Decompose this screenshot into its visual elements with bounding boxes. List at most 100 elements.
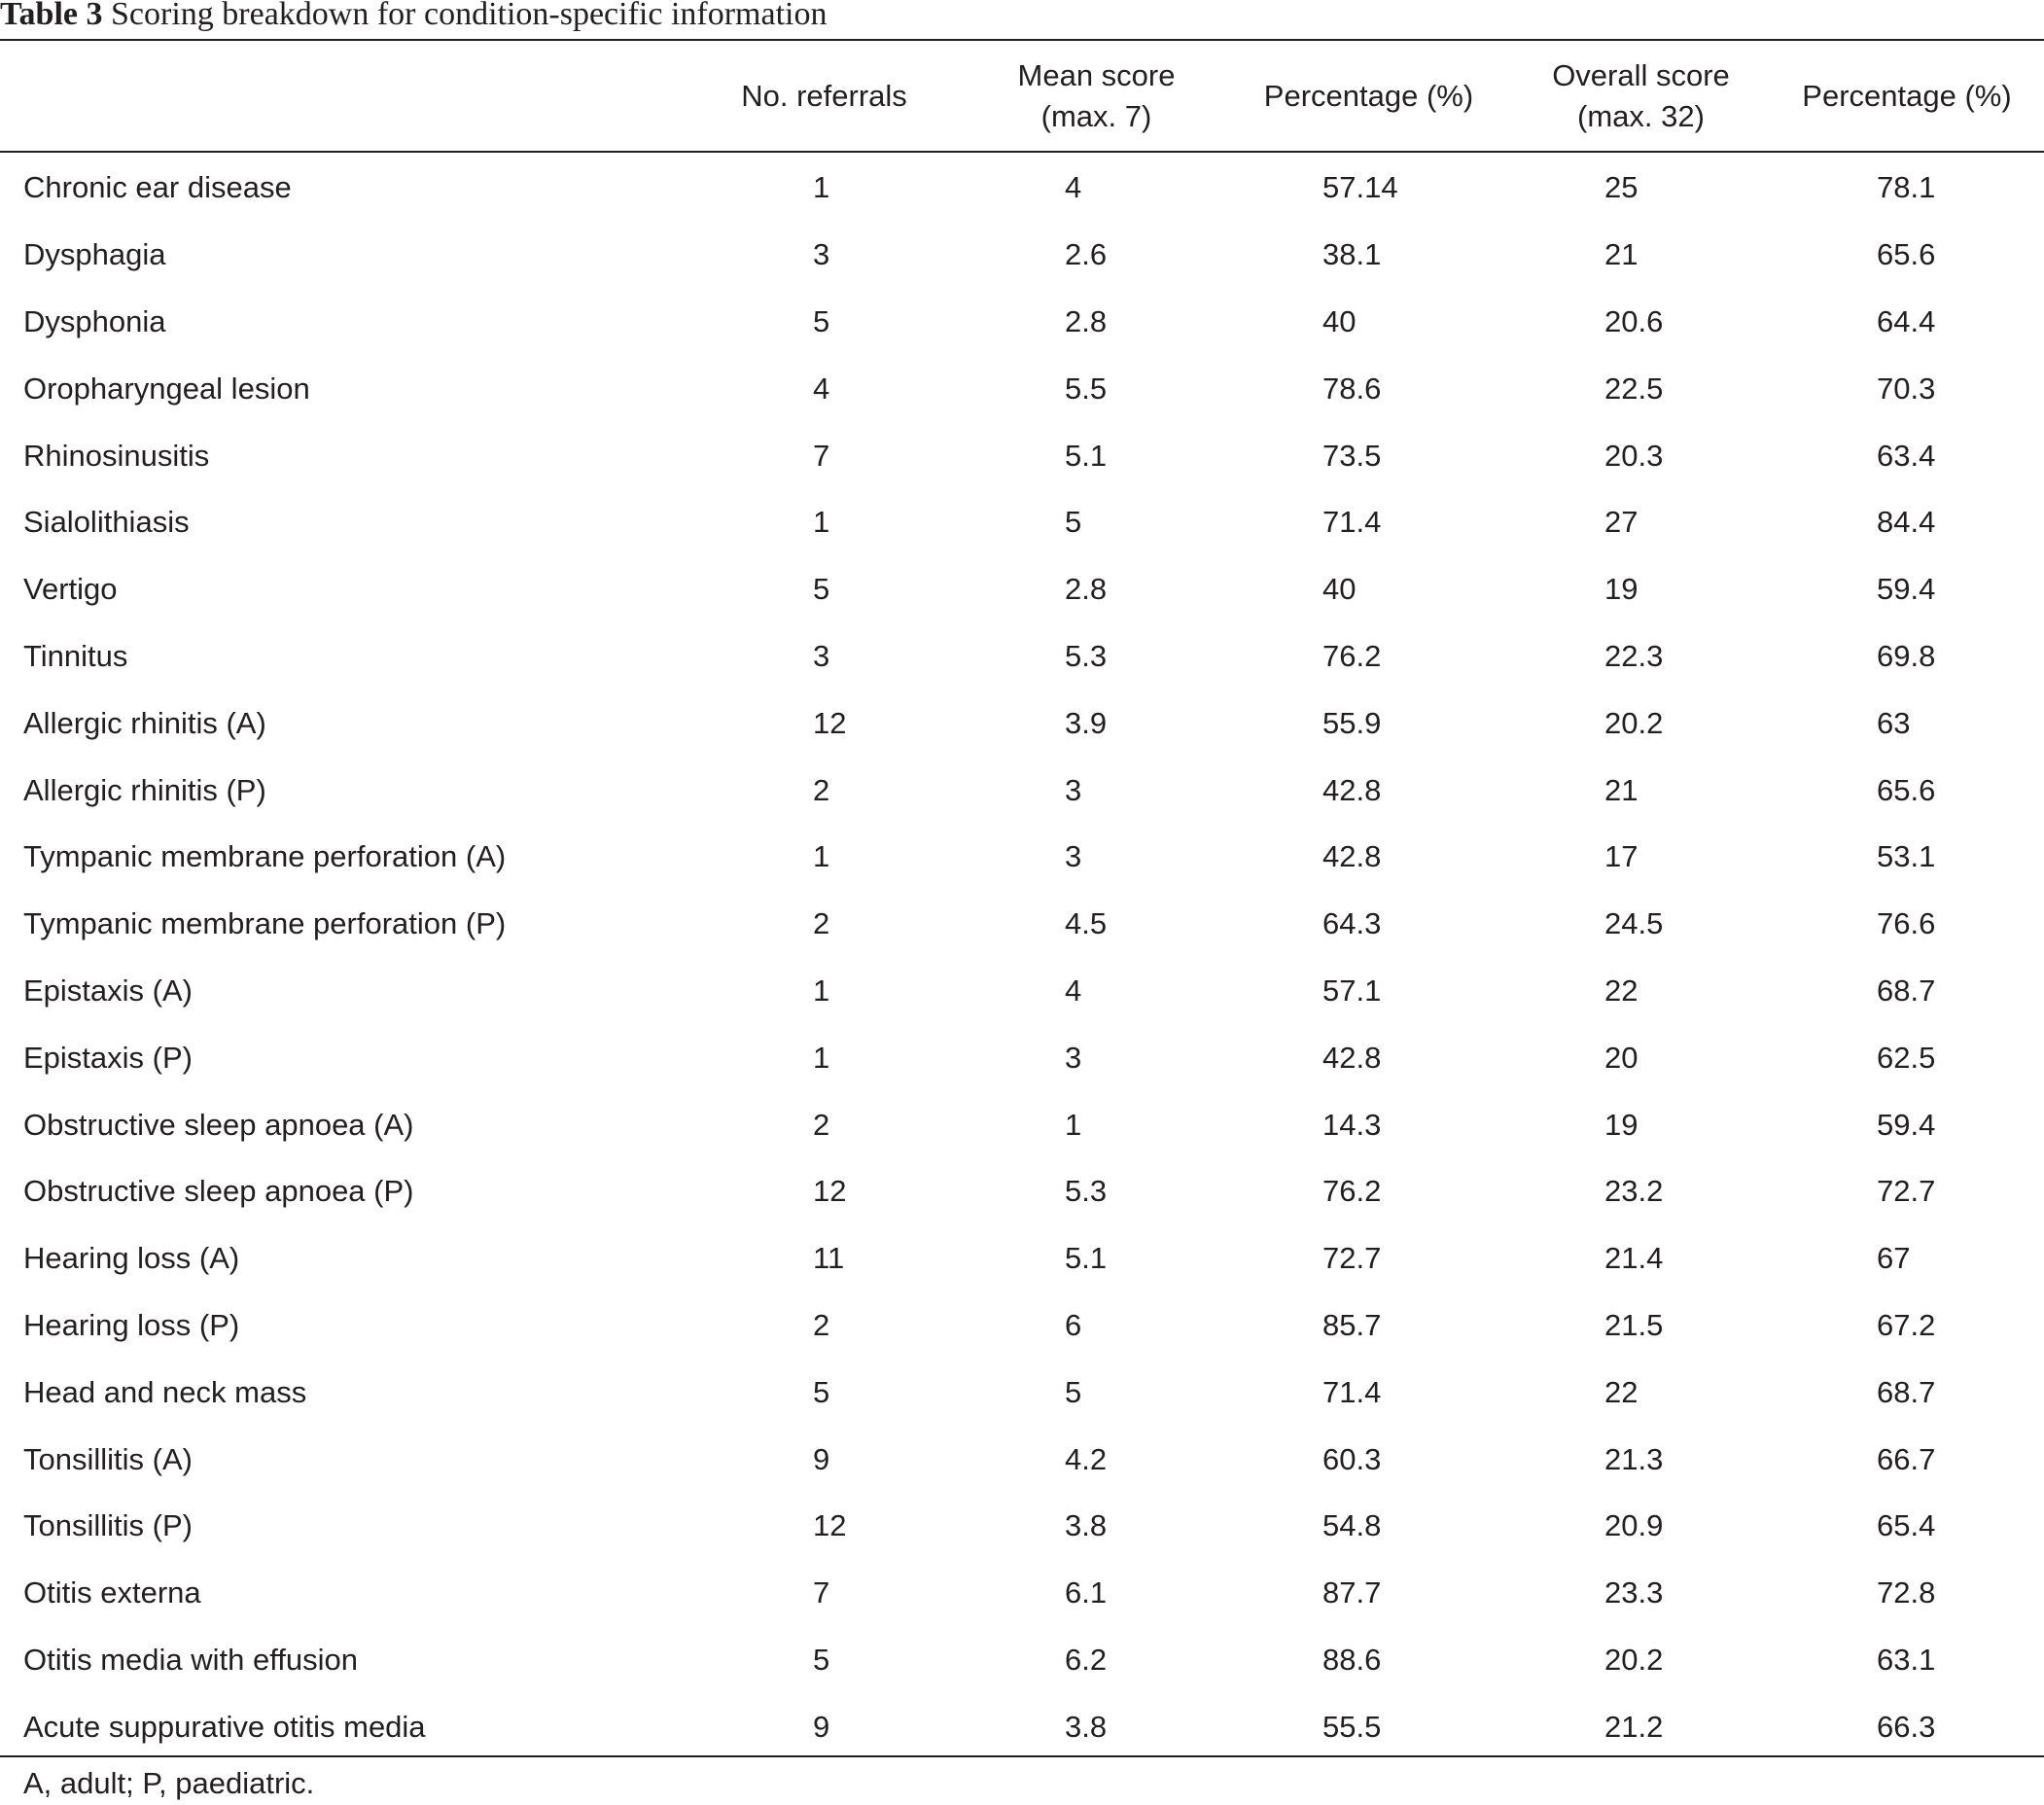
cell-overall-score: 20.2	[1604, 705, 1664, 740]
cell-condition: Obstructive sleep apnoea (A)	[23, 1107, 414, 1142]
cell-overall-score: 27	[1604, 505, 1639, 540]
cell-no-referrals: 12	[813, 1508, 847, 1543]
table-row: Tinnitus 3 5.3 76.2 22.3 69.8	[0, 623, 2044, 690]
cell-overall-score: 21.4	[1604, 1241, 1664, 1276]
table-row: Obstructive sleep apnoea (A) 2 1 14.3 19 59.4	[0, 1091, 2044, 1158]
cell-mean-score: 5.3	[1065, 638, 1108, 673]
cell-overall-score: 20.3	[1604, 438, 1664, 473]
cell-percentage-overall: 65.6	[1877, 772, 1936, 807]
cell-mean-score: 2.8	[1065, 303, 1108, 338]
cell-percentage-overall: 68.7	[1877, 973, 1936, 1008]
cell-overall-score: 23.2	[1604, 1174, 1664, 1209]
cell-percentage-mean: 87.7	[1322, 1575, 1382, 1610]
table-row: Obstructive sleep apnoea (P) 12 5.3 76.2 23.…	[0, 1158, 2044, 1225]
cell-percentage-mean: 85.7	[1322, 1307, 1382, 1342]
cell-condition: Epistaxis (A)	[23, 973, 193, 1008]
cell-overall-score: 21.5	[1604, 1307, 1664, 1342]
cell-condition: Tympanic membrane perforation (A)	[23, 839, 507, 874]
cell-mean-score: 2.6	[1065, 237, 1108, 272]
cell-no-referrals: 4	[813, 371, 830, 406]
table-row: Oropharyngeal lesion 4 5.5 78.6 22.5 70.3	[0, 355, 2044, 422]
table-header-rule	[0, 151, 2044, 153]
cell-mean-score: 4	[1065, 170, 1082, 205]
header-no-referrals-text: No. referrals	[741, 78, 907, 113]
table-row: Tonsillitis (P) 12 3.8 54.8 20.9 65.4	[0, 1493, 2044, 1560]
cell-overall-score: 24.5	[1604, 906, 1664, 941]
cell-percentage-overall: 67.2	[1877, 1307, 1936, 1342]
cell-condition: Oropharyngeal lesion	[23, 371, 310, 406]
cell-no-referrals: 1	[813, 839, 830, 874]
header-mean-score-line2: (max. 7)	[1040, 98, 1152, 133]
table-row: Otitis externa 7 6.1 87.7 23.3 72.8	[0, 1560, 2044, 1627]
table-row: Acute suppurative otitis media 9 3.8 55.5 21…	[0, 1693, 2044, 1760]
header-percentage-overall: Percentage (%)	[1770, 41, 2044, 151]
cell-percentage-overall: 64.4	[1877, 303, 1936, 338]
cell-overall-score: 20.9	[1604, 1508, 1664, 1543]
cell-percentage-overall: 84.4	[1877, 505, 1936, 540]
header-no-referrals: No. referrals	[681, 41, 968, 151]
table-row: Allergic rhinitis (P) 2 3 42.8 21 65.6	[0, 757, 2044, 824]
cell-mean-score: 3.8	[1065, 1508, 1108, 1543]
cell-percentage-overall: 63.1	[1877, 1642, 1936, 1677]
cell-no-referrals: 1	[813, 1040, 830, 1075]
cell-mean-score: 5	[1065, 505, 1082, 540]
cell-percentage-overall: 66.7	[1877, 1441, 1936, 1476]
cell-no-referrals: 1	[813, 170, 830, 205]
cell-overall-score: 22.5	[1604, 371, 1664, 406]
cell-no-referrals: 2	[813, 906, 830, 941]
cell-percentage-mean: 54.8	[1322, 1508, 1382, 1543]
table-row: Head and neck mass 5 5 71.4 22 68.7	[0, 1359, 2044, 1426]
cell-overall-score: 20.2	[1604, 1642, 1664, 1677]
cell-mean-score: 5.5	[1065, 371, 1108, 406]
cell-condition: Rhinosinusitis	[23, 438, 210, 473]
cell-no-referrals: 2	[813, 1107, 830, 1142]
cell-no-referrals: 5	[813, 1374, 830, 1409]
cell-condition: Acute suppurative otitis media	[23, 1709, 426, 1744]
table-header-row: No. referrals Mean score (max. 7) Percen…	[0, 41, 2044, 151]
table-bottom-rule	[0, 1755, 2044, 1757]
cell-no-referrals: 2	[813, 1307, 830, 1342]
table-row: Tonsillitis (A) 9 4.2 60.3 21.3 66.7	[0, 1426, 2044, 1493]
table-row: Vertigo 5 2.8 40 19 59.4	[0, 556, 2044, 623]
cell-no-referrals: 7	[813, 438, 830, 473]
cell-condition: Epistaxis (P)	[23, 1040, 193, 1075]
cell-mean-score: 3.8	[1065, 1709, 1108, 1744]
table-body: Chronic ear disease 1 4 57.14 25 78.1 Dysphagi…	[0, 151, 2044, 1760]
cell-percentage-mean: 88.6	[1322, 1642, 1382, 1677]
cell-mean-score: 3	[1065, 1040, 1082, 1075]
cell-no-referrals: 9	[813, 1441, 830, 1476]
cell-mean-score: 5.1	[1065, 1241, 1108, 1276]
cell-condition: Tinnitus	[23, 638, 128, 673]
cell-mean-score: 6.2	[1065, 1642, 1108, 1677]
cell-mean-score: 3	[1065, 772, 1082, 807]
cell-condition: Tonsillitis (A)	[23, 1441, 193, 1476]
cell-percentage-mean: 72.7	[1322, 1241, 1382, 1276]
cell-mean-score: 4.2	[1065, 1441, 1108, 1476]
cell-overall-score: 25	[1604, 170, 1639, 205]
cell-no-referrals: 5	[813, 1642, 830, 1677]
cell-percentage-mean: 42.8	[1322, 839, 1382, 874]
cell-overall-score: 21	[1604, 237, 1639, 272]
table-top-rule	[0, 39, 2044, 41]
cell-percentage-overall: 59.4	[1877, 572, 1936, 607]
table-row: Dysphagia 3 2.6 38.1 21 65.6	[0, 222, 2044, 289]
cell-percentage-mean: 42.8	[1322, 772, 1382, 807]
table-row: Chronic ear disease 1 4 57.14 25 78.1	[0, 151, 2044, 222]
table-row: Dysphonia 5 2.8 40 20.6 64.4	[0, 289, 2044, 356]
cell-percentage-mean: 14.3	[1322, 1107, 1382, 1142]
cell-percentage-mean: 55.5	[1322, 1709, 1382, 1744]
cell-percentage-overall: 62.5	[1877, 1040, 1936, 1075]
header-mean-score-line1: Mean score	[1017, 57, 1176, 92]
cell-condition: Tonsillitis (P)	[23, 1508, 193, 1543]
cell-mean-score: 3	[1065, 839, 1082, 874]
cell-overall-score: 21	[1604, 772, 1639, 807]
cell-condition: Tympanic membrane perforation (P)	[23, 906, 507, 941]
cell-percentage-mean: 40	[1322, 572, 1357, 607]
cell-percentage-overall: 63	[1877, 705, 1911, 740]
cell-percentage-overall: 66.3	[1877, 1709, 1936, 1744]
cell-no-referrals: 11	[813, 1241, 845, 1276]
cell-condition: Otitis media with effusion	[23, 1642, 359, 1677]
cell-mean-score: 5.3	[1065, 1174, 1108, 1209]
cell-overall-score: 22	[1604, 1374, 1639, 1409]
table-caption: Table 3 Scoring breakdown for condition-…	[0, 0, 827, 37]
